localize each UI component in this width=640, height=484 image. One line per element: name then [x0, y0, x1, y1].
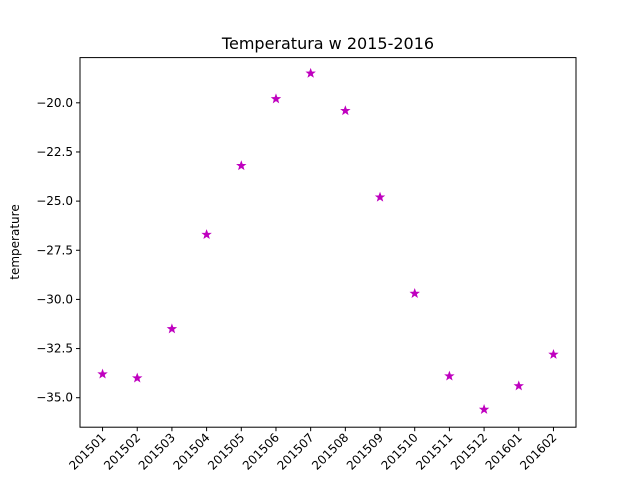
x-tick-label: 201511	[413, 430, 455, 472]
x-tick-label: 201509	[344, 430, 386, 472]
x-tick-label: 201507	[274, 430, 316, 472]
x-tick-label: 201602	[517, 430, 559, 472]
data-point-star	[409, 288, 420, 298]
x-tick-label: 201504	[170, 430, 212, 472]
data-point-star	[340, 105, 351, 116]
y-axis-ticks: −35.0 −32.5 −30.0 −27.5 −25.0 −22.5 −20.0	[36, 96, 80, 405]
plot-frame	[79, 57, 577, 428]
x-tick-label: 201505	[205, 430, 247, 472]
y-tick-label: −20.0	[36, 96, 73, 110]
data-point-star	[166, 323, 178, 334]
y-axis-label: temperature	[8, 204, 22, 279]
data-point-star	[132, 372, 143, 383]
y-tick-label: −35.0	[36, 391, 73, 405]
chart-title: Temperatura w 2015-2016	[221, 34, 434, 53]
data-points	[97, 67, 559, 414]
data-point-star	[478, 404, 490, 414]
data-point-star	[374, 191, 386, 202]
data-point-star	[444, 370, 455, 381]
y-tick-label: −32.5	[36, 342, 73, 356]
y-tick-label: −25.0	[36, 194, 73, 208]
x-tick-label: 201502	[101, 430, 143, 472]
data-point-star	[201, 229, 212, 239]
x-tick-label: 201512	[448, 430, 490, 472]
x-tick-label: 201501	[66, 430, 108, 472]
y-tick-label: −27.5	[36, 243, 73, 257]
data-point-star	[513, 380, 524, 391]
x-tick-label: 201506	[240, 430, 282, 472]
x-tick-label: 201510	[379, 430, 421, 472]
y-tick-label: −22.5	[36, 145, 73, 159]
x-axis-ticks: 2015012015022015032015042015052015062015…	[66, 427, 560, 473]
x-tick-label: 201503	[136, 430, 178, 472]
data-point-star	[305, 67, 316, 78]
x-tick-label: 201508	[309, 430, 351, 472]
data-point-star	[270, 93, 282, 104]
y-tick-label: −30.0	[36, 292, 73, 306]
data-point-star	[97, 368, 108, 379]
data-point-star	[548, 348, 559, 359]
data-point-star	[236, 160, 247, 171]
x-tick-label: 201601	[483, 430, 525, 472]
